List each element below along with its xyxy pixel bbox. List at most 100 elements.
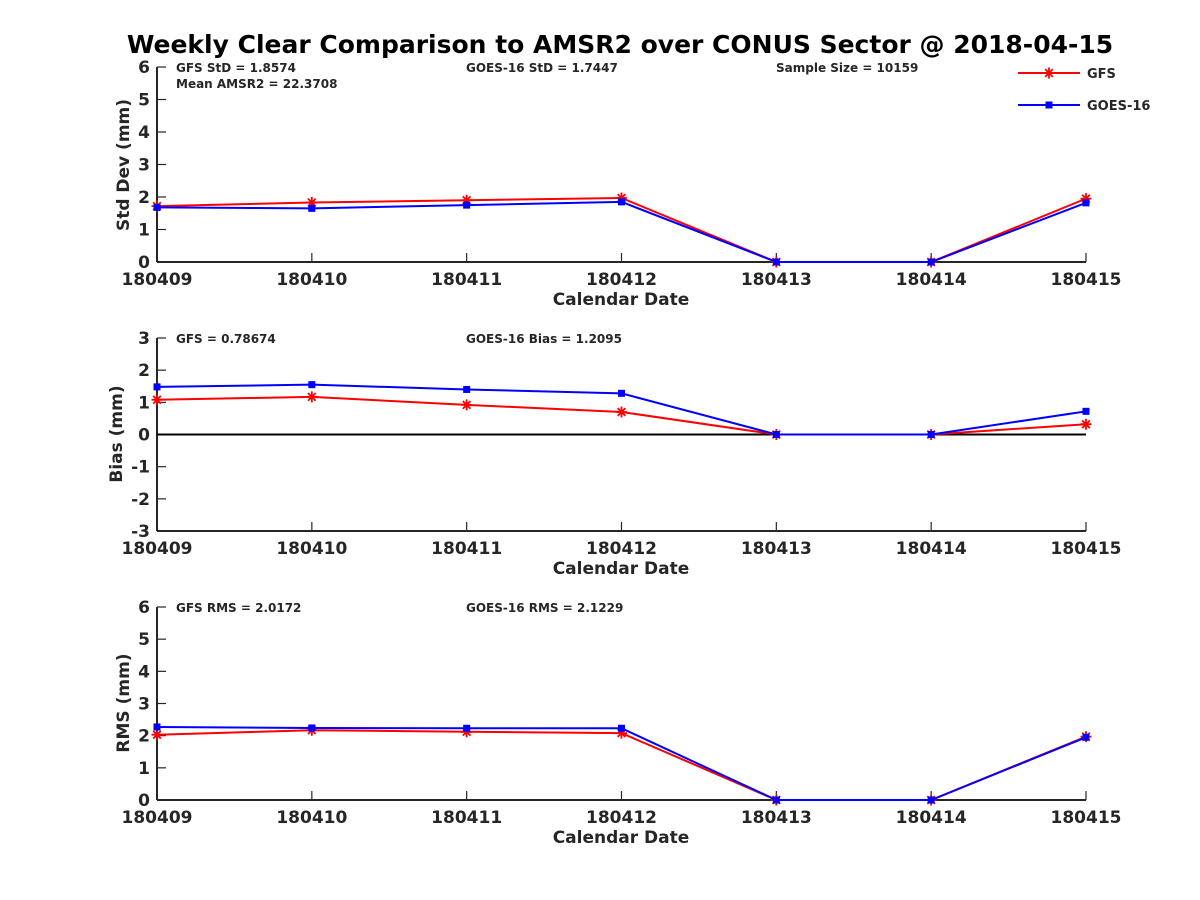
x-tick-label: 180410 xyxy=(276,539,347,559)
x-axis-label: Calendar Date xyxy=(553,559,690,579)
y-tick-label: -3 xyxy=(131,522,150,542)
panel-2: -3 -2 -1 0 1 2 3 180409 180410 180411 180412 180413… xyxy=(107,329,1121,579)
data-point-goes-16 xyxy=(463,385,471,393)
stat-annotation: GFS RMS = 2.0172 xyxy=(176,601,301,615)
data-point-gfs xyxy=(461,726,473,738)
data-point-goes-16 xyxy=(153,203,161,211)
data-point-goes-16 xyxy=(618,389,625,397)
data-point-goes-16 xyxy=(1082,733,1090,741)
x-tick-label: 180411 xyxy=(431,539,502,559)
data-point-goes-16 xyxy=(308,724,316,732)
stat-annotation: GFS StD = 1.8574 xyxy=(176,61,296,75)
data-point-gfs xyxy=(616,406,627,418)
data-point-goes-16 xyxy=(772,796,780,804)
y-axis-label: Std Dev (mm) xyxy=(114,99,134,231)
data-point-goes-16 xyxy=(153,383,161,391)
data-point-gfs xyxy=(151,729,163,741)
x-tick-label: 180415 xyxy=(1051,270,1122,290)
y-tick-label: 1 xyxy=(138,759,150,779)
x-tick-label: 180409 xyxy=(122,808,193,828)
data-point-goes-16 xyxy=(1082,199,1090,207)
x-tick-label: 180413 xyxy=(741,808,812,828)
stat-annotation: GOES-16 Bias = 1.2095 xyxy=(466,332,622,346)
data-point-gfs xyxy=(306,391,318,403)
x-tick-label: 180412 xyxy=(586,270,657,290)
data-point-goes-16 xyxy=(772,431,780,438)
y-tick-label: 2 xyxy=(138,727,150,747)
y-tick-label: 3 xyxy=(138,156,150,176)
y-tick-label: 1 xyxy=(138,393,150,413)
data-point-goes-16 xyxy=(618,198,625,206)
y-tick-label: 0 xyxy=(138,253,150,273)
y-tick-label: 6 xyxy=(138,598,150,618)
x-tick-label: 180414 xyxy=(896,808,967,828)
y-tick-label: -1 xyxy=(131,458,150,478)
data-point-gfs xyxy=(616,192,627,204)
y-tick-label: 6 xyxy=(138,58,150,78)
y-tick-label: 4 xyxy=(138,662,150,682)
y-tick-label: 5 xyxy=(138,91,150,111)
y-tick-label: 1 xyxy=(138,221,150,241)
data-point-goes-16 xyxy=(927,796,935,804)
data-point-gfs xyxy=(306,197,318,209)
data-point-goes-16 xyxy=(463,724,471,732)
data-point-goes-16 xyxy=(927,258,935,266)
data-point-gfs xyxy=(616,727,627,739)
x-tick-label: 180415 xyxy=(1051,539,1122,559)
x-tick-label: 180413 xyxy=(741,270,812,290)
data-point-gfs xyxy=(461,194,473,206)
y-axis-label: RMS (mm) xyxy=(114,653,134,752)
data-point-gfs xyxy=(151,394,163,406)
y-tick-label: 2 xyxy=(138,188,150,208)
data-point-gfs xyxy=(1080,418,1092,430)
legend-marker-goes-16 xyxy=(1045,101,1053,109)
y-tick-label: 5 xyxy=(138,630,150,650)
x-tick-label: 180413 xyxy=(741,539,812,559)
x-tick-label: 180412 xyxy=(586,808,657,828)
stat-annotation: GFS = 0.78674 xyxy=(176,332,276,346)
stat-annotation: Sample Size = 10159 xyxy=(776,61,918,75)
panel-1: 0 1 2 3 4 5 6 180409 180410 180411 180412 180413 180… xyxy=(114,58,1121,310)
x-axis-label: Calendar Date xyxy=(553,828,690,848)
y-tick-label: 3 xyxy=(138,329,150,349)
series-line-goes-16 xyxy=(156,200,1087,263)
data-point-goes-16 xyxy=(308,381,316,389)
x-tick-label: 180415 xyxy=(1051,808,1122,828)
data-point-goes-16 xyxy=(1082,407,1090,415)
stat-annotation: GOES-16 RMS = 2.1229 xyxy=(466,601,623,615)
stat-annotation: GOES-16 StD = 1.7447 xyxy=(466,61,618,75)
y-tick-label: 3 xyxy=(138,695,150,715)
y-tick-label: 2 xyxy=(138,361,150,381)
x-tick-label: 180410 xyxy=(276,270,347,290)
stat-annotation: Mean AMSR2 = 22.3708 xyxy=(176,77,337,91)
series-line-gfs xyxy=(156,729,1087,801)
y-axis-label: Bias (mm) xyxy=(107,385,127,482)
data-point-goes-16 xyxy=(772,258,780,266)
data-point-goes-16 xyxy=(927,431,935,438)
legend-label: GOES-16 xyxy=(1087,99,1150,114)
figure-title: Weekly Clear Comparison to AMSR2 over CO… xyxy=(126,30,1114,59)
x-tick-label: 180409 xyxy=(122,539,193,559)
x-tick-label: 180411 xyxy=(431,270,502,290)
legend-label: GFS xyxy=(1087,67,1116,82)
x-tick-label: 180412 xyxy=(586,539,657,559)
data-point-goes-16 xyxy=(153,723,161,731)
data-point-goes-16 xyxy=(308,204,316,212)
data-point-goes-16 xyxy=(618,724,625,732)
data-point-gfs xyxy=(461,399,473,411)
x-tick-label: 180409 xyxy=(122,270,193,290)
x-tick-label: 180411 xyxy=(431,808,502,828)
data-point-gfs xyxy=(1080,193,1092,205)
x-tick-label: 180414 xyxy=(896,539,967,559)
y-tick-label: 0 xyxy=(138,426,150,446)
x-tick-label: 180410 xyxy=(276,808,347,828)
x-axis-label: Calendar Date xyxy=(553,290,690,310)
data-point-goes-16 xyxy=(463,201,471,209)
y-tick-label: -2 xyxy=(131,490,150,510)
x-tick-label: 180414 xyxy=(896,270,967,290)
y-tick-label: 4 xyxy=(138,123,150,143)
legend: GFS GOES-16 xyxy=(1018,67,1150,114)
panel-3: 0 1 2 3 4 5 6 180409 180410 180411 180412 180413 180… xyxy=(114,598,1121,848)
